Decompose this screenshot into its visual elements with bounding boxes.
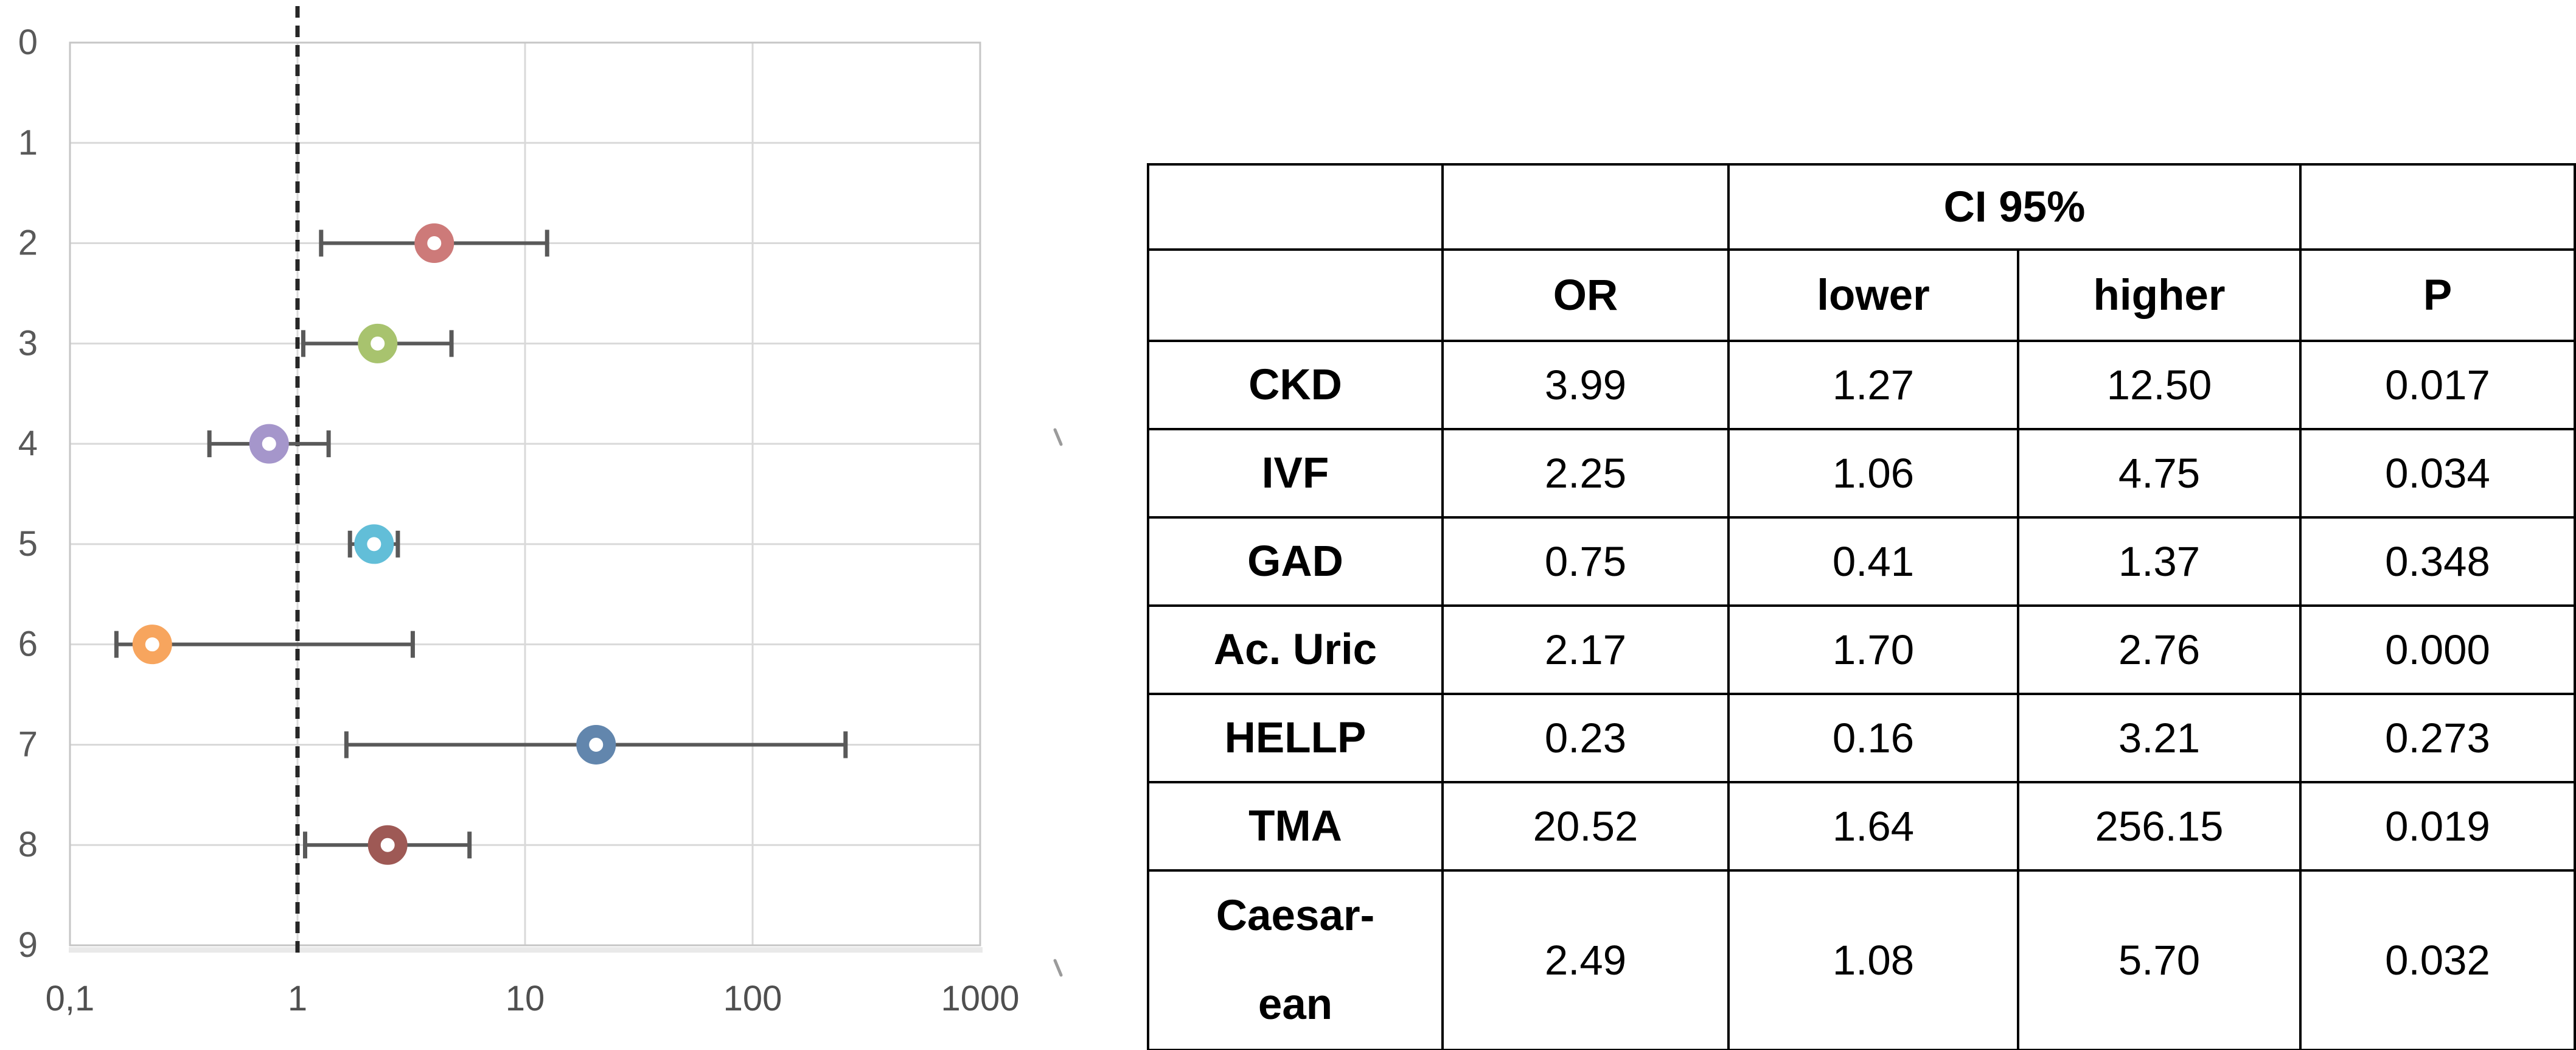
row-label: IVF <box>1147 428 1444 519</box>
row-label: Ac. Uric <box>1147 604 1444 695</box>
corner-empty-cell <box>1147 163 1444 251</box>
table-header-row-2: OR lower higher P <box>1147 248 2576 342</box>
p-column-empty-header <box>2299 163 2576 251</box>
ci-lower-value: 1.70 <box>1727 604 2019 695</box>
ci-higher-value: 4.75 <box>2017 428 2302 519</box>
plot-area-border <box>69 41 981 947</box>
marker-ckd <box>414 223 454 264</box>
or-value: 2.49 <box>1441 869 1730 1050</box>
ci-lower-value: 1.64 <box>1727 781 2019 872</box>
y-axis-tick-label: 3 <box>18 323 38 363</box>
ci-lower-value: 0.41 <box>1727 516 2019 607</box>
x-axis-tick-label: 0,1 <box>46 979 95 1018</box>
table-row: Ac. Uric 2.17 1.70 2.76 0.000 <box>1147 604 2576 695</box>
forest-plot-svg: 0 1 2 3 4 5 6 7 8 90,1 1 10 100 1000 <box>18 6 1063 1018</box>
ci-higher-value: 2.76 <box>2017 604 2302 695</box>
row-label-line-1: Caesar- <box>1216 892 1375 940</box>
label-column-empty-header <box>1147 248 1444 342</box>
ci-higher-value: 256.15 <box>2017 781 2302 872</box>
plot-area-shadow <box>69 947 983 953</box>
row-label: GAD <box>1147 516 1444 607</box>
row-label-line-2: ean <box>1258 980 1333 1029</box>
ci-lower-value: 0.16 <box>1727 693 2019 783</box>
p-column-header: P <box>2299 248 2576 342</box>
marker-ivf <box>358 323 398 363</box>
or-value: 3.99 <box>1441 340 1730 430</box>
x-axis-tick-label: 1 <box>288 979 307 1018</box>
table-header-row-1: CI 95% <box>1147 163 2576 251</box>
or-value: 2.25 <box>1441 428 1730 519</box>
marker-gad <box>249 424 289 464</box>
higher-column-header: higher <box>2017 248 2302 342</box>
odds-ratio-table: CI 95% OR lower higher P CKD 3.99 1.27 1… <box>1147 163 2576 1050</box>
marker-tma <box>576 724 616 765</box>
p-value: 0.032 <box>2299 869 2576 1050</box>
table-row: TMA 20.52 1.64 256.15 0.019 <box>1147 781 2576 872</box>
artifact-tick <box>1053 428 1063 446</box>
y-axis-tick-label: 6 <box>18 625 38 664</box>
table-row: CKD 3.99 1.27 12.50 0.017 <box>1147 340 2576 430</box>
row-label: HELLP <box>1147 693 1444 783</box>
ci-higher-value: 3.21 <box>2017 693 2302 783</box>
p-value: 0.019 <box>2299 781 2576 872</box>
or-value: 0.23 <box>1441 693 1730 783</box>
row-label: Caesar- ean <box>1147 869 1444 1050</box>
marker-hellp <box>132 625 172 665</box>
row-label: TMA <box>1147 781 1444 872</box>
or-column-empty-header <box>1441 163 1730 251</box>
y-axis-tick-label: 8 <box>18 825 38 864</box>
table-row: Caesar- ean 2.49 1.08 5.70 0.032 <box>1147 869 2576 1050</box>
y-axis-tick-label: 4 <box>18 424 38 463</box>
y-axis-tick-label: 1 <box>18 123 38 163</box>
y-axis-tick-label: 0 <box>18 23 38 62</box>
ci95-header: CI 95% <box>1727 163 2302 251</box>
x-axis-tick-label: 100 <box>723 979 782 1018</box>
artifact-tick <box>1053 959 1063 977</box>
y-axis-tick-label: 2 <box>18 223 38 263</box>
table-row: IVF 2.25 1.06 4.75 0.034 <box>1147 428 2576 519</box>
lower-column-header: lower <box>1727 248 2019 342</box>
row-label: CKD <box>1147 340 1444 430</box>
table-row: HELLP 0.23 0.16 3.21 0.273 <box>1147 693 2576 783</box>
ci-lower-value: 1.06 <box>1727 428 2019 519</box>
ci-lower-value: 1.08 <box>1727 869 2019 1050</box>
p-value: 0.017 <box>2299 340 2576 430</box>
x-axis-tick-label: 10 <box>506 979 545 1018</box>
marker-caesarean <box>367 825 408 865</box>
x-axis-tick-label: 1000 <box>941 979 1019 1018</box>
marker-ac-uric <box>354 524 394 564</box>
or-value: 0.75 <box>1441 516 1730 607</box>
or-column-header: OR <box>1441 248 1730 342</box>
or-value: 20.52 <box>1441 781 1730 872</box>
p-value: 0.348 <box>2299 516 2576 607</box>
ci-higher-value: 5.70 <box>2017 869 2302 1050</box>
p-value: 0.273 <box>2299 693 2576 783</box>
y-axis-tick-label: 9 <box>18 925 38 965</box>
p-value: 0.034 <box>2299 428 2576 519</box>
odds-ratio-table-panel: CI 95% OR lower higher P CKD 3.99 1.27 1… <box>1147 163 2576 1050</box>
y-axis-tick-label: 7 <box>18 724 38 764</box>
or-value: 2.17 <box>1441 604 1730 695</box>
forest-plot-chart: 0 1 2 3 4 5 6 7 8 9 0,1 1 10 100 1000 <box>0 0 1147 1050</box>
table-row: GAD 0.75 0.41 1.37 0.348 <box>1147 516 2576 607</box>
ci-higher-value: 1.37 <box>2017 516 2302 607</box>
ci-lower-value: 1.27 <box>1727 340 2019 430</box>
p-value: 0.000 <box>2299 604 2576 695</box>
y-axis-tick-label: 5 <box>18 524 38 564</box>
ci-higher-value: 12.50 <box>2017 340 2302 430</box>
